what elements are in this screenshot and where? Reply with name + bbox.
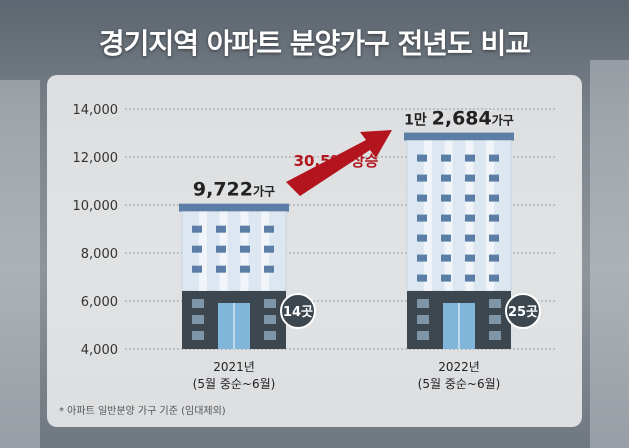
bar-window [417,174,427,182]
bar-window [417,194,427,202]
data-label-2: 1만 2,684가구 [404,108,514,130]
bar-base-window [489,299,501,308]
bar-base-window [417,315,429,324]
bar-window [240,225,250,233]
y-tick-label: 10,000 [73,199,119,214]
bar-window [441,274,451,282]
x-tick-label: 2022년 [438,360,480,374]
bar-window [489,194,499,202]
y-tick-label: 12,000 [73,151,119,166]
bar-window [264,265,274,273]
x-tick-sublabel: (5월 중순~6월) [193,377,276,391]
bar-window [240,265,250,273]
bar-roof [179,203,289,212]
bar-base-window [192,299,204,308]
bar-window [465,274,475,282]
bar-window [441,174,451,182]
bar-stripe [423,140,432,291]
background-building [0,80,40,448]
bar-window [264,225,274,233]
background-building [590,60,629,448]
bar-window [465,214,475,222]
y-tick-label: 4,000 [81,343,118,358]
x-tick-sublabel: (5월 중순~6월) [418,377,501,391]
bar-base-window [192,331,204,340]
bar-window [465,194,475,202]
bar-window [441,194,451,202]
bar-base-window [489,315,501,324]
count-badge-2 [505,293,541,329]
bar-base-window [489,331,501,340]
bar-window [192,245,202,253]
bar-window [417,274,427,282]
bar-window [417,254,427,262]
bar-window [417,154,427,162]
x-tick-label: 2021년 [213,360,255,374]
bar-base-window [264,331,276,340]
bar-window [417,214,427,222]
bar-base-window [417,299,429,308]
bar-window [192,225,202,233]
bar-base-window [264,315,276,324]
count-badge-label: 14곳 [283,305,313,320]
bar-window [441,154,451,162]
y-tick-label: 8,000 [81,247,118,262]
bar-window [489,234,499,242]
bar-window [489,274,499,282]
footnote: * 아파트 일반분양 가구 기준 (임대제외) [59,406,226,417]
bar-roof [404,132,514,141]
bar-window [216,225,226,233]
y-tick-label: 14,000 [73,103,119,118]
bar-building-1 [179,203,289,349]
data-label-1: 9,722가구 [193,179,275,201]
bar-window [489,174,499,182]
bar-window [489,254,499,262]
bar-window [465,154,475,162]
bar-window [465,234,475,242]
bar-window [216,245,226,253]
bar-base-window [417,331,429,340]
bar-window [216,265,226,273]
bar-base-window [192,315,204,324]
bar-window [489,154,499,162]
bar-window [465,174,475,182]
change-label: 30.5% 상승 [294,152,379,170]
bar-window [489,214,499,222]
bar-window [465,254,475,262]
bar-stripe [198,211,207,291]
bar-window [441,234,451,242]
bar-window [264,245,274,253]
bar-building-2 [404,132,514,349]
bar-base-window [264,299,276,308]
bar-window [417,234,427,242]
page-title: 경기지역 아파트 분양가구 전년도 비교 [98,27,531,60]
bar-window [441,254,451,262]
bar-window [192,265,202,273]
bar-window [240,245,250,253]
y-tick-label: 6,000 [81,295,118,310]
count-badge-label: 25곳 [508,305,538,320]
count-badge-1 [280,293,316,329]
bar-window [441,214,451,222]
trend-arrow [286,130,392,196]
